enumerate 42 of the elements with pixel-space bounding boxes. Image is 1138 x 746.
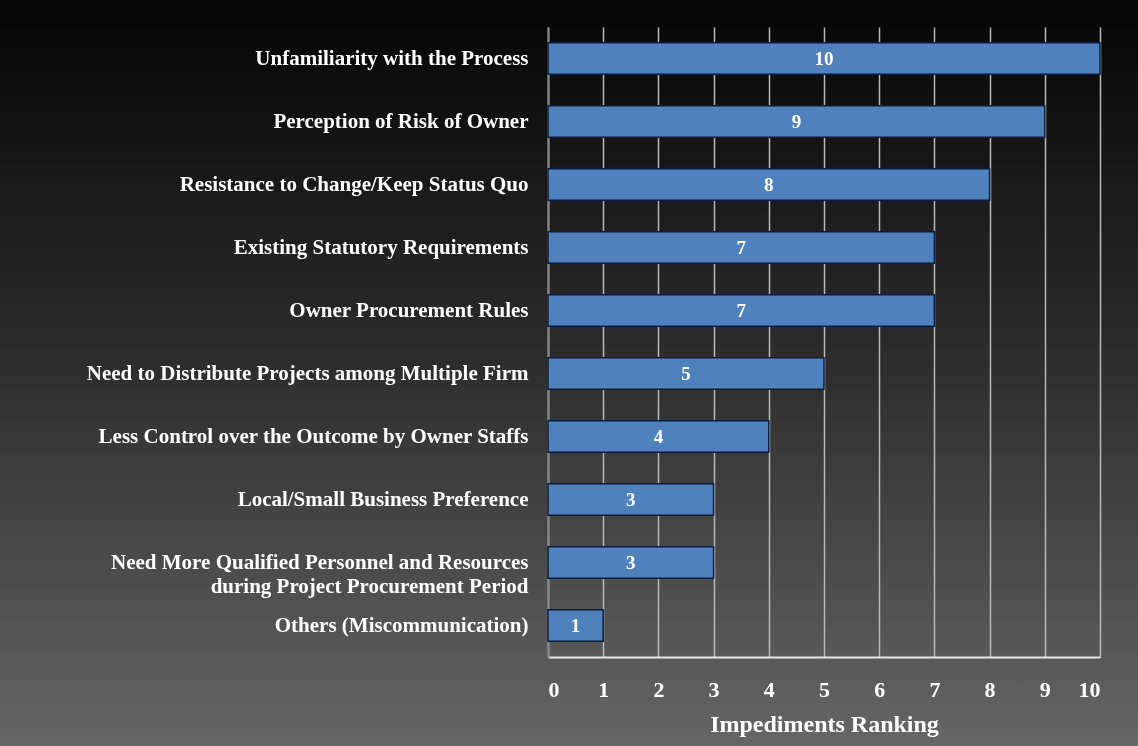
data-label: 9 xyxy=(791,110,802,132)
data-label: 4 xyxy=(653,425,664,447)
x-tick-label: 2 xyxy=(653,676,665,702)
bar xyxy=(547,483,715,516)
x-tick-label: 5 xyxy=(819,676,830,702)
bar xyxy=(547,357,825,390)
data-label: 7 xyxy=(736,236,747,258)
x-axis-title: Impediments Ranking xyxy=(710,710,939,737)
y-tick-label: Need to Distribute Projects among Multiple Firm xyxy=(86,360,530,385)
x-tick-label: 1 xyxy=(598,676,610,702)
x-tick-label: 9 xyxy=(1039,676,1051,702)
y-tick-label: Need More Qualified Personnel and Resources during Project Procurement Period xyxy=(111,549,529,598)
x-tick-label: 6 xyxy=(874,676,886,702)
x-tick-label: 3 xyxy=(708,676,720,702)
x-tick-label: 7 xyxy=(929,676,941,702)
bar xyxy=(547,105,1046,138)
data-label: 1 xyxy=(570,614,581,636)
bar xyxy=(547,546,715,579)
bar xyxy=(547,609,604,642)
data-label: 3 xyxy=(626,551,636,573)
x-tick-label: 0 xyxy=(548,676,560,702)
bar xyxy=(547,231,936,264)
y-tick-label: Owner Procurement Rules xyxy=(289,297,529,322)
y-tick-label: Perception of Risk of Owner xyxy=(273,108,529,133)
y-tick-label: Unfamiliarity with the Process xyxy=(255,45,529,70)
y-tick-label: Less Control over the Outcome by Owner Staffs xyxy=(98,423,529,448)
data-label: 5 xyxy=(681,362,691,384)
x-tick-label: 10 xyxy=(1078,676,1101,702)
bar xyxy=(547,420,770,453)
data-label: 7 xyxy=(736,299,747,321)
bar xyxy=(547,42,1101,75)
y-tick-label: Local/Small Business Preference xyxy=(237,486,529,511)
x-tick-label: 8 xyxy=(984,676,996,702)
data-label: 3 xyxy=(626,488,636,510)
y-tick-label: Existing Statutory Requirements xyxy=(233,234,529,259)
bar xyxy=(547,294,936,327)
bar xyxy=(547,168,991,201)
data-label: 10 xyxy=(814,47,834,69)
x-tick-label: 4 xyxy=(763,676,775,702)
y-tick-label: Others (Miscommunication) xyxy=(274,612,529,637)
data-label: 8 xyxy=(764,173,774,195)
y-tick-label: Resistance to Change/Keep Status Quo xyxy=(179,171,529,196)
